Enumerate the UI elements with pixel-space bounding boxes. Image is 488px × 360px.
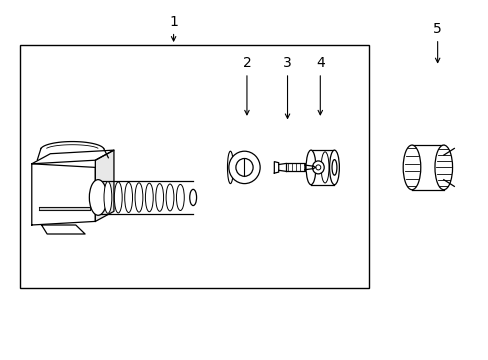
Polygon shape (41, 225, 85, 234)
Polygon shape (274, 162, 278, 173)
Ellipse shape (305, 150, 315, 185)
Ellipse shape (227, 151, 233, 184)
Ellipse shape (176, 184, 184, 211)
Ellipse shape (434, 145, 452, 190)
Ellipse shape (104, 181, 112, 213)
Polygon shape (32, 150, 114, 164)
Ellipse shape (89, 180, 107, 215)
Polygon shape (95, 150, 114, 221)
Text: 3: 3 (283, 56, 291, 118)
Ellipse shape (145, 183, 153, 212)
Ellipse shape (312, 161, 324, 174)
Ellipse shape (156, 184, 163, 211)
Text: 5: 5 (432, 22, 441, 63)
Bar (20, 45, 368, 288)
Ellipse shape (228, 151, 260, 184)
Bar (39, 207, 90, 210)
Ellipse shape (402, 145, 420, 190)
Text: 2: 2 (242, 56, 251, 115)
Polygon shape (285, 163, 304, 171)
Text: 4: 4 (315, 56, 324, 115)
Polygon shape (32, 164, 95, 225)
Ellipse shape (329, 150, 339, 185)
Ellipse shape (114, 182, 122, 213)
Ellipse shape (189, 189, 196, 206)
Ellipse shape (166, 184, 174, 211)
Ellipse shape (124, 183, 132, 212)
Text: 1: 1 (169, 15, 178, 41)
Ellipse shape (135, 183, 142, 212)
